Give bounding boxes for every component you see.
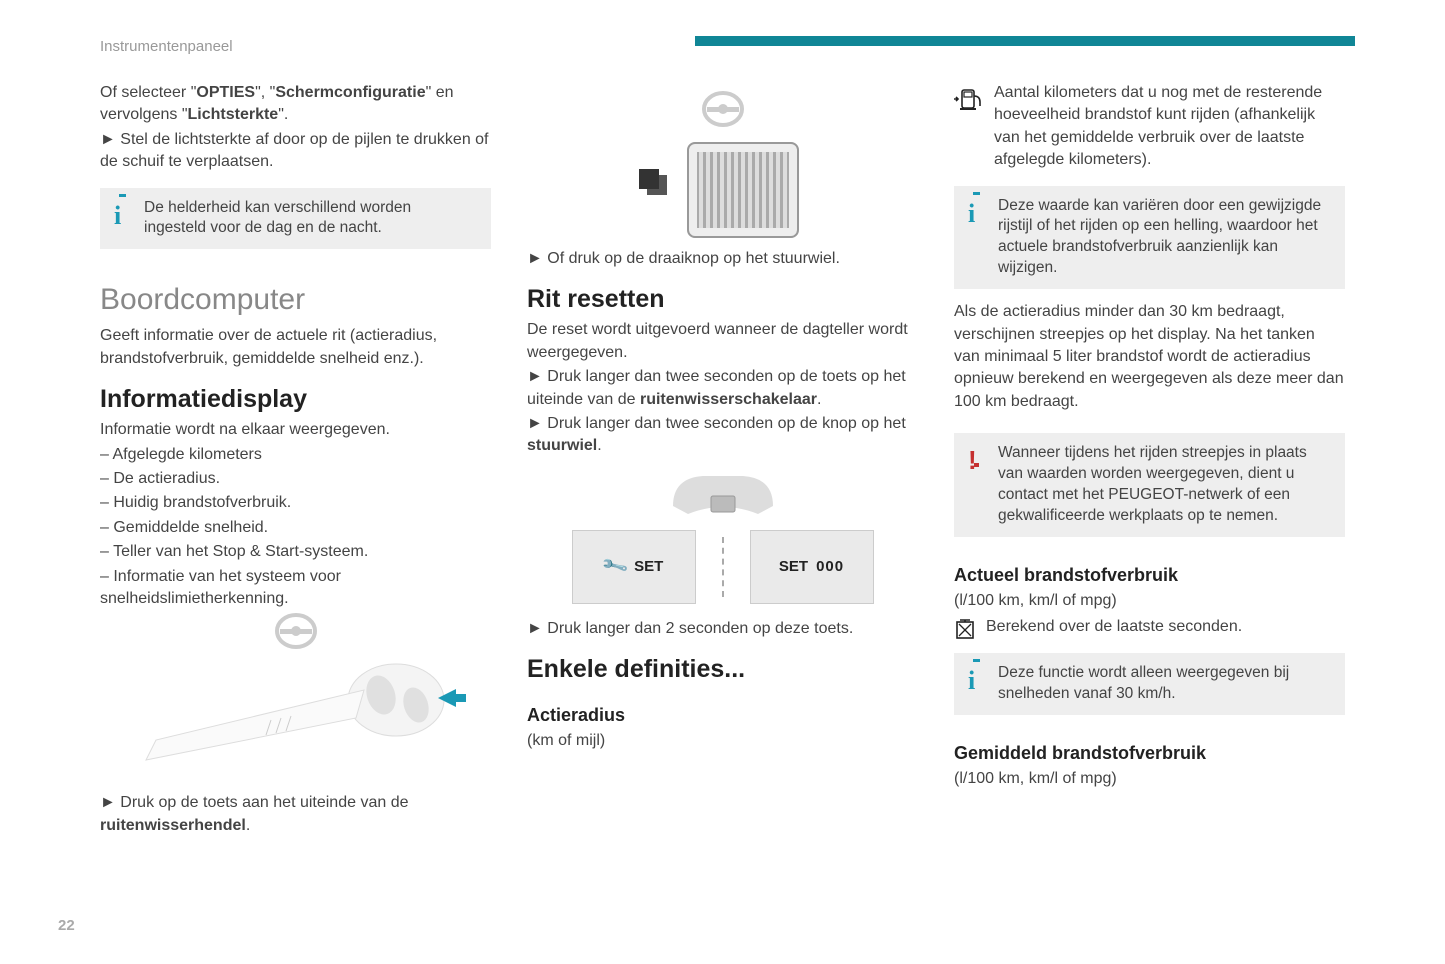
info-speed-30: Deze functie wordt alleen weergegeven bi…: [954, 653, 1345, 715]
reset-step-1: ► Druk langer dan twee seconden op de to…: [527, 366, 918, 411]
calc-text: Berekend over de laatste seconden.: [986, 616, 1242, 638]
set-button-left: 🔧 SET: [572, 530, 696, 604]
heading-boordcomputer: Boordcomputer: [100, 279, 491, 321]
or-press-knob: Of druk op de draaiknop op het stuurwiel…: [527, 248, 918, 270]
list-item: De actieradius.: [100, 468, 491, 490]
reset-sub: De reset wordt uitgevoerd wanneer de dag…: [527, 319, 918, 364]
fuel-pump-icon: [954, 86, 984, 112]
rotary-knob-icon: [687, 142, 799, 238]
heading-gemiddeld-verbruik: Gemiddeld brandstofverbruik: [954, 741, 1345, 766]
press-wiper-lever: ► Druk op de toets aan het uiteinde van …: [100, 792, 491, 837]
boordcomputer-sub: Geeft informatie over de actuele rit (ac…: [100, 325, 491, 370]
steering-wheel-icon: [274, 612, 318, 650]
fuel-range-text: Aantal kilometers dat u nog met de reste…: [994, 82, 1345, 172]
actieradius-sub: (km of mijl): [527, 730, 918, 752]
info-icon: [968, 196, 986, 220]
warning-dashes: Wanneer tijdens het rijden streepjes in …: [954, 433, 1345, 537]
reset-step-2: ► Druk langer dan twee seconden op de kn…: [527, 413, 918, 458]
steering-wheel-icon: [701, 90, 745, 128]
heading-actieradius: Actieradius: [527, 703, 918, 728]
list-item: Afgelegde kilometers: [100, 444, 491, 466]
heading-informatiedisplay: Informatiedisplay: [100, 382, 491, 417]
informatiedisplay-sub: Informatie wordt na elkaar weergegeven.: [100, 419, 491, 441]
intro-line-1: Of selecteer "OPTIES", "Schermconfigurat…: [100, 82, 491, 127]
list-item: Huidig brandstofverbruik.: [100, 492, 491, 514]
gemiddeld-sub: (l/100 km, km/l of mpg): [954, 768, 1345, 790]
intro-line-2: Stel de lichtsterkte af door op de pijle…: [100, 129, 491, 174]
calc-row: Berekend over de laatste seconden.: [954, 616, 1345, 640]
press-2sec: Druk langer dan 2 seconden op deze toets…: [527, 618, 918, 640]
wiper-lever-figure: [100, 612, 491, 792]
info-range-vary: Deze waarde kan variëren door een gewijz…: [954, 186, 1345, 290]
content-columns: Of selecteer "OPTIES", "Schermconfigurat…: [100, 82, 1345, 894]
page-number: 22: [58, 917, 75, 934]
wrench-icon: 🔧: [599, 550, 631, 583]
instrument-cluster-icon: [663, 466, 783, 520]
stopwatch-icon: [954, 618, 976, 640]
heading-actueel-verbruik: Actueel brandstofverbruik: [954, 563, 1345, 588]
pages-icon: [647, 175, 667, 195]
set-buttons-row: 🔧 SET SET 000: [527, 530, 918, 604]
header-accent-bar: [695, 36, 1355, 46]
heading-rit-resetten: Rit resetten: [527, 282, 918, 317]
list-item: Informatie van het systeem voor snelheid…: [100, 566, 491, 611]
section-title: Instrumentenpaneel: [100, 38, 233, 55]
info-icon: [968, 663, 986, 687]
info-icon: [114, 198, 132, 222]
heading-enkele-definities: Enkele definities...: [527, 652, 918, 687]
wiper-lever-drawing: [126, 650, 466, 780]
list-item: Teller van het Stop & Start-systeem.: [100, 541, 491, 563]
actueel-sub: (l/100 km, km/l of mpg): [954, 590, 1345, 612]
page-header: Instrumentenpaneel: [100, 38, 1345, 55]
column-2: Of druk op de draaiknop op het stuurwiel…: [527, 82, 918, 894]
column-1: Of selecteer "OPTIES", "Schermconfigurat…: [100, 82, 491, 894]
dash-cluster-figure: [527, 466, 918, 520]
knob-figure: [527, 142, 918, 238]
fuel-range-row: Aantal kilometers dat u nog met de reste…: [954, 82, 1345, 174]
divider: [722, 537, 724, 597]
steering-figure-top: [527, 90, 918, 128]
set-button-right: SET 000: [750, 530, 874, 604]
list-item: Gemiddelde snelheid.: [100, 517, 491, 539]
info-brightness: De helderheid kan verschillend worden in…: [100, 188, 491, 250]
column-3: Aantal kilometers dat u nog met de reste…: [954, 82, 1345, 894]
range-para: Als de actieradius minder dan 30 km bedr…: [954, 301, 1345, 413]
